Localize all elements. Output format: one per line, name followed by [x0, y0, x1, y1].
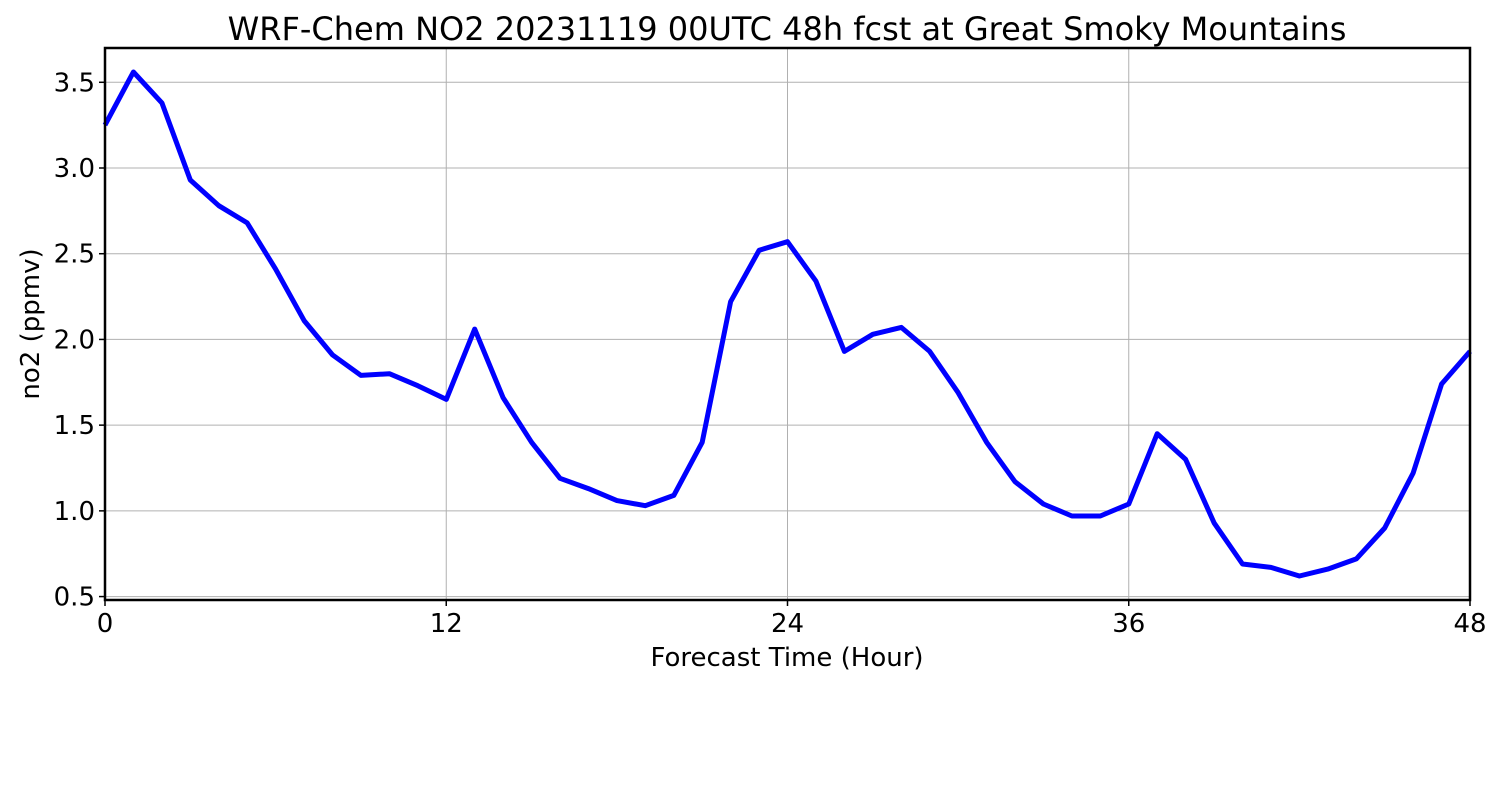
no2-series-line: [102, 69, 1472, 579]
x-tick-label: 12: [430, 609, 463, 639]
chart-title: WRF-Chem NO2 20231119 00UTC 48h fcst at …: [228, 10, 1347, 48]
series-layer: [102, 69, 1472, 579]
ticks-layer: 0 12 24 36 48 0.5 1.0 1.5 2.0 2.5 3.0 3.5: [54, 68, 1487, 639]
y-tick-label: 3.0: [54, 154, 95, 184]
y-tick-label: 2.0: [54, 325, 95, 355]
y-tick-label: 3.5: [54, 68, 95, 98]
y-tick-label: 1.0: [54, 497, 95, 527]
y-tick-label: 0.5: [54, 583, 95, 613]
x-tick-label: 24: [771, 609, 804, 639]
x-tick-label: 36: [1112, 609, 1145, 639]
y-axis-label: no2 (ppmv): [16, 248, 46, 399]
x-tick-label: 48: [1453, 609, 1486, 639]
x-tick-label: 0: [97, 609, 114, 639]
y-tick-label: 1.5: [54, 411, 95, 441]
y-tick-label: 2.5: [54, 240, 95, 270]
x-axis-label: Forecast Time (Hour): [650, 643, 923, 673]
